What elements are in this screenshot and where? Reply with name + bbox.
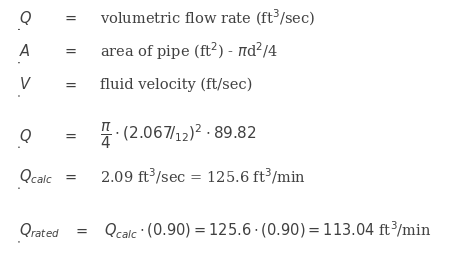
Text: 2.09 ft$^3$/sec = 125.6 ft$^3$/min: 2.09 ft$^3$/sec = 125.6 ft$^3$/min [100, 167, 305, 186]
Text: volumetric flow rate (ft$^3$/sec): volumetric flow rate (ft$^3$/sec) [100, 8, 315, 28]
Text: $\it{Q}_{calc}\cdot(0.90)=125.6\cdot(0.90)=113.04$ ft$^3$/min: $\it{Q}_{calc}\cdot(0.90)=125.6\cdot(0.9… [104, 220, 432, 241]
Text: $\it{Q}$: $\it{Q}$ [19, 9, 32, 27]
Text: $=$: $=$ [62, 11, 77, 25]
Text: $=$: $=$ [62, 44, 77, 58]
Text: $\it{Q}_{rated}$: $\it{Q}_{rated}$ [19, 221, 60, 240]
Text: $\it{Q}_{calc}$: $\it{Q}_{calc}$ [19, 167, 53, 186]
Text: area of pipe (ft$^2$) - $\pi$d$^2$/4: area of pipe (ft$^2$) - $\pi$d$^2$/4 [100, 40, 278, 62]
Text: $=$: $=$ [73, 223, 89, 237]
Text: $=$: $=$ [62, 170, 77, 184]
Text: fluid velocity (ft/sec): fluid velocity (ft/sec) [100, 77, 252, 92]
Text: $=$: $=$ [62, 129, 77, 143]
Text: $\it{Q}$: $\it{Q}$ [19, 127, 32, 145]
Text: $=$: $=$ [62, 78, 77, 91]
Text: $\it{V}$: $\it{V}$ [19, 77, 32, 92]
Text: $\it{A}$: $\it{A}$ [19, 43, 31, 59]
Text: $\dfrac{\pi}{4}\cdot\left(2.067\!\left/_{12}\right.\right)^{2}\cdot 89.82$: $\dfrac{\pi}{4}\cdot\left(2.067\!\left/_… [100, 121, 256, 151]
